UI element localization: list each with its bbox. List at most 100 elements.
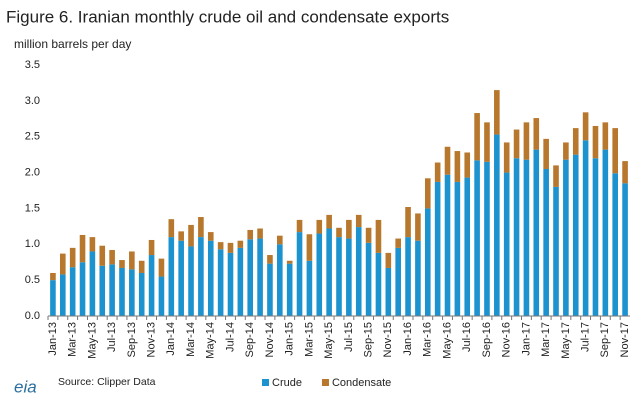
bar-segment bbox=[336, 237, 342, 316]
bar-segment bbox=[247, 239, 254, 316]
x-tick-label: Mar-15 bbox=[303, 322, 315, 357]
y-tick-label: 0.5 bbox=[25, 274, 40, 286]
bar-segment bbox=[296, 219, 303, 233]
bar-segment bbox=[99, 265, 106, 316]
bar-segment bbox=[563, 159, 569, 316]
bar-segment bbox=[622, 183, 628, 316]
bar-segment bbox=[454, 151, 461, 182]
bar-segment bbox=[533, 118, 540, 150]
bar-segment bbox=[158, 258, 165, 277]
x-tick-label: Jul-15 bbox=[343, 322, 355, 352]
x-tick-label: Mar-13 bbox=[67, 322, 79, 357]
bar-segment bbox=[346, 238, 352, 316]
x-tick-label: May-15 bbox=[323, 322, 335, 359]
bar-segment bbox=[375, 252, 382, 316]
bar-segment bbox=[375, 219, 382, 253]
bar-segment bbox=[89, 237, 96, 252]
bar-segment bbox=[69, 247, 76, 268]
x-tick-label: Jul-16 bbox=[461, 322, 473, 352]
bar-segment bbox=[119, 260, 125, 268]
x-tick-label: Jan-13 bbox=[47, 322, 59, 356]
legend-label: Condensate bbox=[332, 377, 391, 389]
bar-segment bbox=[355, 214, 362, 228]
bar-segment bbox=[612, 173, 619, 316]
bar-segment bbox=[69, 267, 76, 316]
bar-segment bbox=[59, 274, 66, 316]
bar-segment bbox=[415, 213, 421, 241]
bar-segment bbox=[494, 90, 500, 135]
bar-segment bbox=[129, 269, 135, 316]
bar-segment bbox=[503, 142, 510, 173]
x-tick-label: Jan-14 bbox=[165, 322, 177, 356]
bar-segment bbox=[365, 227, 372, 243]
bar-segment bbox=[474, 113, 480, 161]
bar-segment bbox=[277, 244, 283, 316]
bar-segment bbox=[247, 229, 254, 240]
x-tick-label: Mar-17 bbox=[540, 322, 552, 357]
x-tick-label: Sep-16 bbox=[481, 322, 493, 357]
bar-segment bbox=[257, 228, 263, 239]
x-tick-label: Sep-14 bbox=[244, 322, 256, 357]
x-tick-label: Jan-15 bbox=[284, 322, 296, 356]
bar-segment bbox=[424, 208, 431, 316]
bar-segment bbox=[217, 249, 224, 316]
x-tick-label: Jan-16 bbox=[402, 322, 414, 356]
x-tick-label: Sep-15 bbox=[362, 322, 374, 357]
x-tick-label: Nov-17 bbox=[619, 322, 631, 357]
bar-segment bbox=[563, 142, 569, 160]
bar-segment bbox=[395, 238, 401, 248]
bar-segment bbox=[207, 232, 214, 241]
bar-segment bbox=[326, 228, 332, 316]
x-tick-label: Nov-13 bbox=[145, 322, 157, 357]
bar-segment bbox=[365, 242, 372, 316]
bar-segment bbox=[158, 276, 165, 316]
x-tick-label: Jul-13 bbox=[106, 322, 118, 352]
bar-segment bbox=[582, 140, 589, 316]
y-tick-label: 1.0 bbox=[25, 238, 40, 250]
bar-segment bbox=[119, 267, 125, 316]
bar-segment bbox=[513, 158, 520, 316]
bar-segment bbox=[464, 152, 471, 178]
bar-segment bbox=[355, 227, 362, 316]
bar-segment bbox=[316, 233, 323, 316]
x-tick-label: May-14 bbox=[205, 322, 217, 359]
bar-segment bbox=[286, 260, 293, 264]
bar-segment bbox=[385, 267, 392, 316]
bar-segment bbox=[405, 237, 411, 316]
bar-segment bbox=[237, 240, 244, 248]
bar-segment bbox=[454, 181, 461, 316]
x-tick-label: Nov-16 bbox=[501, 322, 513, 357]
bar-segment bbox=[168, 237, 175, 316]
x-tick-label: Mar-16 bbox=[422, 322, 434, 357]
bar-segment bbox=[59, 253, 66, 275]
bar-segment bbox=[306, 260, 313, 316]
bar-segment bbox=[109, 264, 115, 316]
x-tick-label: Jul-17 bbox=[580, 322, 592, 352]
bar-segment bbox=[217, 242, 224, 250]
y-tick-label: 3.0 bbox=[25, 95, 40, 107]
bar-segment bbox=[138, 272, 145, 316]
bar-segment bbox=[148, 255, 155, 316]
bar-segment bbox=[484, 122, 490, 162]
x-tick-label: May-17 bbox=[560, 322, 572, 359]
y-tick-label: 3.5 bbox=[25, 59, 40, 71]
bar-segment bbox=[188, 246, 194, 316]
y-tick-label: 1.5 bbox=[25, 202, 40, 214]
y-tick-label: 2.5 bbox=[25, 131, 40, 143]
bar-segment bbox=[513, 129, 520, 159]
bar-segment bbox=[523, 159, 530, 316]
bar-segment bbox=[464, 177, 471, 316]
bar-segment bbox=[474, 160, 480, 316]
bar-segment bbox=[129, 251, 135, 270]
bar-segment bbox=[434, 181, 441, 316]
bar-segment bbox=[296, 232, 303, 316]
logo: eia bbox=[14, 377, 37, 396]
bar-segment bbox=[168, 219, 175, 238]
bar-segment bbox=[484, 161, 490, 316]
bar-segment bbox=[602, 149, 609, 316]
bar-segment bbox=[553, 186, 559, 316]
bar-segment bbox=[622, 161, 628, 184]
y-tick-label: 2.0 bbox=[25, 166, 40, 178]
x-tick-label: May-13 bbox=[86, 322, 98, 359]
